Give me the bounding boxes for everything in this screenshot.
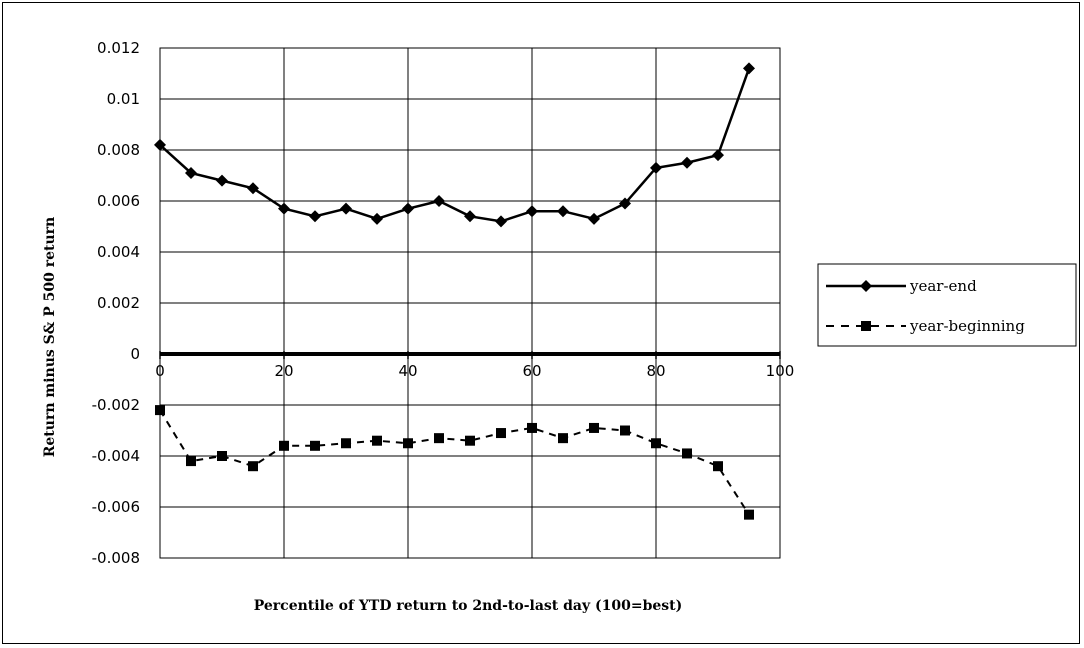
y-axis: 0.012 0.01 0.008 0.006 0.004 0.002 0 -0.002 -0.0… xyxy=(92,39,140,567)
data-point-year-beginning xyxy=(186,456,196,467)
data-point-year-beginning xyxy=(651,438,661,449)
data-point-year-end xyxy=(619,197,631,210)
data-point-year-end xyxy=(433,195,445,207)
y-tick-label: 0.01 xyxy=(107,90,140,108)
data-point-year-beginning xyxy=(527,422,537,433)
data-point-year-beginning xyxy=(744,509,754,520)
data-point-year-end xyxy=(371,212,383,225)
data-point-year-beginning xyxy=(217,451,227,461)
data-point-year-beginning xyxy=(620,425,630,436)
x-tick-label: 40 xyxy=(398,362,417,380)
y-tick-label: -0.002 xyxy=(92,396,140,414)
data-point-year-end xyxy=(712,149,724,162)
data-point-year-beginning xyxy=(682,448,692,459)
y-tick-label: 0 xyxy=(130,345,140,363)
plot-border xyxy=(159,47,781,559)
legend-label: year-end xyxy=(909,277,977,295)
x-tick-label: 0 xyxy=(155,362,165,380)
data-point-year-beginning xyxy=(310,440,320,451)
data-point-year-end xyxy=(185,166,197,179)
data-point-year-end xyxy=(650,161,662,174)
x-tick-label: 100 xyxy=(766,362,795,380)
y-tick-label: -0.006 xyxy=(92,498,140,516)
data-point-year-end xyxy=(340,202,352,215)
legend-marker xyxy=(860,280,872,292)
data-point-year-end xyxy=(495,215,507,228)
data-point-year-beginning xyxy=(155,405,165,416)
data-point-year-beginning xyxy=(589,422,599,433)
x-tick-label: 80 xyxy=(646,362,665,380)
y-axis-title: Return minus S& P 500 return xyxy=(42,217,58,457)
data-point-year-beginning xyxy=(713,461,723,472)
plot-area xyxy=(159,47,781,559)
data-point-year-beginning xyxy=(558,433,568,444)
data-point-year-end xyxy=(402,202,414,215)
data-point-year-end xyxy=(743,62,755,75)
x-tick-label: 20 xyxy=(274,362,293,380)
series-year-end xyxy=(154,62,755,228)
data-point-year-beginning xyxy=(248,461,258,472)
data-point-year-end xyxy=(309,210,321,223)
y-tick-label: 0.008 xyxy=(97,141,140,159)
y-tick-label: 0.012 xyxy=(97,39,140,57)
data-point-year-end xyxy=(216,174,228,187)
series-layer xyxy=(154,62,755,520)
x-tick-label: 60 xyxy=(522,362,541,380)
legend-marker xyxy=(861,321,871,331)
data-point-year-beginning xyxy=(403,438,413,449)
series-line-year-end xyxy=(159,67,751,223)
grid-lines xyxy=(159,47,781,559)
series-line-year-beginning xyxy=(159,409,750,516)
data-point-year-end xyxy=(278,202,290,215)
y-tick-label: -0.008 xyxy=(92,549,140,567)
data-point-year-beginning xyxy=(434,433,444,444)
data-point-year-end xyxy=(557,205,569,218)
data-point-year-beginning xyxy=(496,428,506,439)
data-point-year-beginning xyxy=(465,435,475,446)
data-point-year-end xyxy=(526,205,538,218)
data-point-year-end xyxy=(464,210,476,223)
data-point-year-beginning xyxy=(279,440,289,451)
data-point-year-end xyxy=(154,138,166,151)
y-tick-label: 0.006 xyxy=(97,192,140,210)
data-point-year-end xyxy=(247,182,259,195)
data-point-year-beginning xyxy=(341,438,351,449)
legend-item-year-beginning: year-beginning xyxy=(826,317,1025,335)
y-tick-label: 0.002 xyxy=(97,294,140,312)
legend-box xyxy=(817,263,1077,347)
y-tick-label: 0.004 xyxy=(97,243,140,261)
series-year-beginning xyxy=(155,405,754,520)
legend-item-year-end: year-end xyxy=(826,277,977,295)
data-point-year-end xyxy=(681,156,693,169)
legend-label: year-beginning xyxy=(909,317,1025,335)
legend: year-end year-beginning xyxy=(817,263,1077,347)
data-point-year-beginning xyxy=(372,435,382,446)
data-point-year-end xyxy=(588,212,600,225)
y-tick-label: -0.004 xyxy=(92,447,140,465)
x-axis-title: Percentile of YTD return to 2nd-to-last … xyxy=(254,598,683,614)
x-axis: 0 20 40 60 80 100 xyxy=(155,362,794,380)
